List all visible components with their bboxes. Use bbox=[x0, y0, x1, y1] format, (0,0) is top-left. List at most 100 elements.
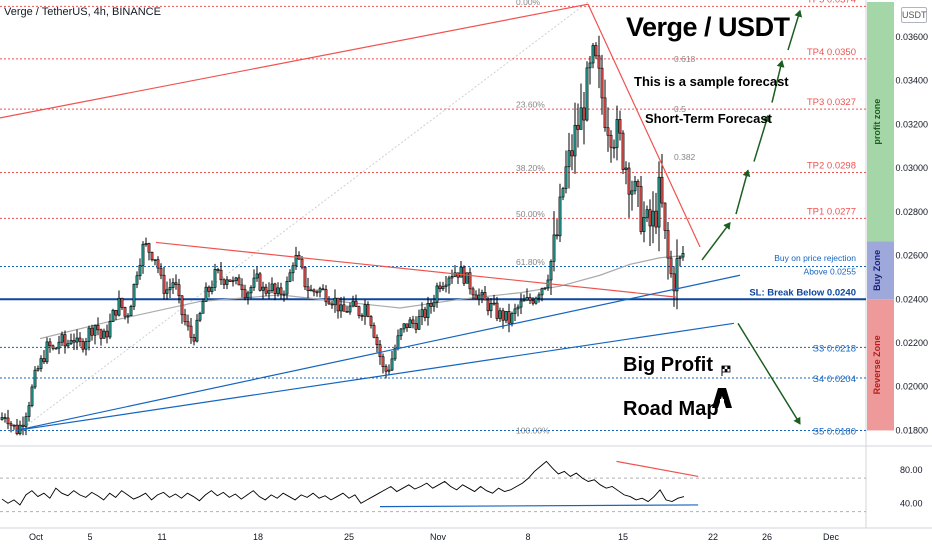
candle-body bbox=[594, 45, 598, 57]
candle-body bbox=[375, 336, 379, 346]
candle-body bbox=[483, 292, 487, 301]
candle-body bbox=[651, 210, 655, 227]
candle-body bbox=[423, 309, 427, 318]
candle-body bbox=[477, 294, 481, 300]
x-tick-label: 11 bbox=[157, 532, 166, 542]
currency-badge[interactable]: USDT bbox=[901, 7, 927, 23]
candle-body bbox=[480, 292, 484, 296]
candle-body bbox=[465, 272, 469, 284]
candle-body bbox=[399, 328, 403, 337]
candle-body bbox=[33, 369, 37, 388]
candle-body bbox=[609, 134, 613, 148]
fib-level-label: 0.00% bbox=[516, 0, 541, 7]
candle-body bbox=[393, 348, 397, 360]
candle-body bbox=[585, 67, 589, 121]
candle-body bbox=[333, 297, 337, 306]
flag-check bbox=[722, 366, 725, 369]
candle-body bbox=[447, 277, 451, 286]
candle-body bbox=[24, 416, 28, 427]
candle-body bbox=[420, 309, 424, 317]
candle-body bbox=[270, 283, 274, 291]
candle-body bbox=[411, 319, 415, 324]
candle-body bbox=[219, 269, 223, 281]
candle-body bbox=[387, 369, 391, 372]
candle-body bbox=[243, 289, 247, 299]
candle-body bbox=[318, 288, 322, 293]
candle-body bbox=[132, 283, 136, 307]
forecast-title: Verge / USDT bbox=[626, 12, 790, 42]
candle-body bbox=[186, 321, 190, 327]
candle-body bbox=[51, 345, 55, 349]
candle-body bbox=[279, 287, 283, 295]
profit-zone-label: profit zone bbox=[872, 99, 882, 145]
candle-body bbox=[504, 311, 508, 321]
x-tick-label: 8 bbox=[525, 532, 530, 542]
candle-body bbox=[660, 176, 664, 204]
candle-body bbox=[30, 386, 34, 406]
candle-body bbox=[141, 243, 145, 266]
fib-level-label: 23.60% bbox=[516, 100, 545, 110]
candle-body bbox=[231, 280, 235, 282]
candle-body bbox=[654, 210, 658, 228]
reverse-zone-label: Reverse Zone bbox=[872, 335, 882, 394]
rsi-tick-label: 40.00 bbox=[900, 498, 923, 508]
x-tick-label: 25 bbox=[344, 532, 354, 542]
candle-body bbox=[36, 368, 40, 371]
candle-body bbox=[93, 325, 97, 336]
candle-body bbox=[510, 313, 514, 324]
candle-body bbox=[156, 259, 160, 269]
candle-body bbox=[288, 272, 292, 282]
fib-level-label: 0.382 bbox=[674, 152, 696, 162]
candle-body bbox=[570, 150, 574, 157]
candle-body bbox=[648, 209, 652, 227]
candle-body bbox=[432, 301, 436, 307]
fib-diagonal bbox=[19, 1, 589, 431]
x-tick-label: 22 bbox=[708, 532, 718, 542]
candle-body bbox=[144, 243, 148, 245]
candle-body bbox=[12, 424, 16, 427]
candle-body bbox=[213, 269, 217, 288]
candle-body bbox=[342, 304, 346, 312]
candle-body bbox=[207, 286, 211, 292]
candle-body bbox=[303, 266, 307, 288]
candle-body bbox=[90, 327, 94, 336]
candle-body bbox=[576, 124, 580, 130]
candle-body bbox=[579, 107, 583, 130]
candle-body bbox=[285, 281, 289, 295]
candle-body bbox=[228, 279, 232, 282]
candle-body bbox=[195, 319, 199, 342]
candle-body bbox=[405, 323, 409, 329]
road-icon-stripe bbox=[720, 399, 724, 402]
candle-body bbox=[627, 167, 631, 195]
candle-body bbox=[531, 300, 535, 304]
candle-body bbox=[615, 119, 619, 148]
candle-body bbox=[675, 258, 679, 292]
candle-body bbox=[300, 258, 304, 268]
candle-body bbox=[459, 266, 463, 278]
profit-zone-band bbox=[867, 2, 894, 242]
candle-body bbox=[552, 234, 556, 262]
candle-body bbox=[657, 176, 661, 228]
candle-body bbox=[534, 297, 538, 304]
fib-level-label: 38.20% bbox=[516, 163, 545, 173]
candle-body bbox=[639, 186, 643, 232]
candle-body bbox=[78, 337, 82, 342]
candle-body bbox=[348, 305, 352, 313]
candle-body bbox=[678, 256, 682, 259]
buy-zone-band bbox=[867, 241, 894, 300]
forecast-arrow bbox=[737, 322, 801, 425]
candle-body bbox=[201, 301, 205, 314]
candle-body bbox=[15, 424, 19, 435]
candle-body bbox=[390, 358, 394, 371]
trendline bbox=[15, 274, 741, 432]
candle-body bbox=[234, 277, 238, 281]
candle-body bbox=[282, 293, 286, 296]
candle-body bbox=[63, 334, 67, 347]
candle-body bbox=[681, 253, 685, 258]
candle-body bbox=[174, 282, 178, 285]
candle-body bbox=[192, 337, 196, 342]
checkered-flag-icon bbox=[721, 365, 731, 376]
candle-body bbox=[108, 321, 112, 338]
